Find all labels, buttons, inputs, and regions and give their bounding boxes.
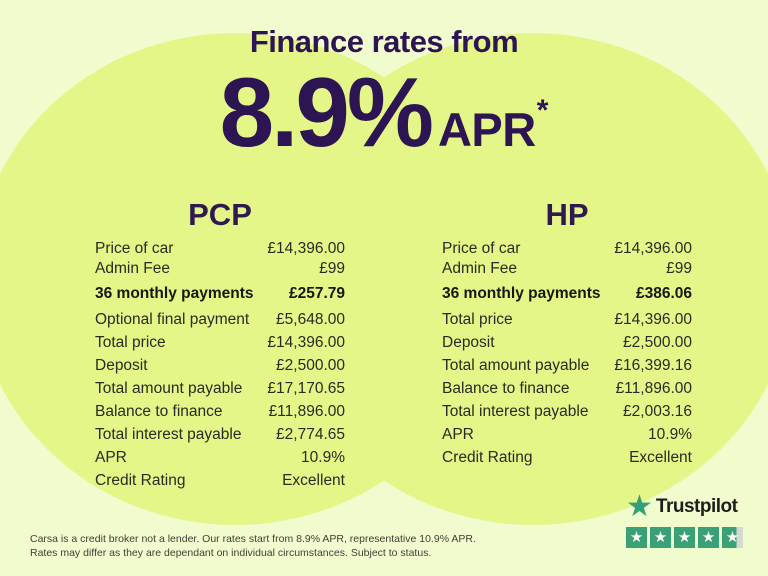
table-row: Total interest payable £2,003.16 <box>442 403 692 426</box>
table-row: Credit Rating Excellent <box>442 449 692 472</box>
table-row: Admin Fee £99 <box>95 260 345 280</box>
row-value: £257.79 <box>288 284 345 302</box>
row-label: Credit Rating <box>95 471 186 489</box>
row-label: Total amount payable <box>442 356 590 374</box>
row-label: Price of car <box>442 239 521 257</box>
row-value: 10.9% <box>648 425 692 443</box>
table-row: Price of car £14,396.00 <box>95 240 345 260</box>
row-label: 36 monthly payments <box>442 284 601 302</box>
table-row: Total price £14,396.00 <box>95 334 345 357</box>
row-value: £14,396.00 <box>267 333 345 351</box>
table-row: Total amount payable £16,399.16 <box>442 357 692 380</box>
row-label: Deposit <box>95 356 148 374</box>
trustpilot-logo: ★ Trustpilot <box>626 490 746 523</box>
table-row: Deposit £2,500.00 <box>95 357 345 380</box>
row-label: Total interest payable <box>442 402 589 420</box>
background-blob-right <box>273 33 768 525</box>
row-label: Total amount payable <box>95 379 243 397</box>
pcp-finance-table: PCP Price of car £14,396.00 Admin Fee £9… <box>95 197 345 495</box>
row-label: Optional final payment <box>95 310 250 328</box>
row-label: Admin Fee <box>95 259 170 277</box>
row-label: Price of car <box>95 239 174 257</box>
headline-rate: 8.9% APR * <box>0 56 768 169</box>
rate-value: 8.9% <box>219 57 434 167</box>
row-label: APR <box>95 448 127 466</box>
row-value: £5,648.00 <box>276 310 345 328</box>
trustpilot-rating-stars: ★ ★ ★ ★ ★ <box>626 527 746 548</box>
row-label: Balance to finance <box>95 402 223 420</box>
table-title: HP <box>545 197 589 232</box>
table-row: Admin Fee £99 <box>442 260 692 280</box>
star-icon: ★ <box>674 527 695 548</box>
table-row: 36 monthly payments £257.79 <box>95 285 345 309</box>
row-label: APR <box>442 425 474 443</box>
table-row: Optional final payment £5,648.00 <box>95 311 345 334</box>
row-value: £386.06 <box>635 284 692 302</box>
row-label: Credit Rating <box>442 448 533 466</box>
table-row: Deposit £2,500.00 <box>442 334 692 357</box>
table-row: 36 monthly payments £386.06 <box>442 285 692 309</box>
row-value: £11,896.00 <box>268 402 345 420</box>
hp-finance-table: HP Price of car £14,396.00 Admin Fee £99… <box>442 197 692 472</box>
row-value: £2,500.00 <box>623 333 692 351</box>
row-label: Total price <box>95 333 166 351</box>
disclaimer-line-1: Carsa is a credit broker not a lender. O… <box>30 533 476 545</box>
trustpilot-brand-text: Trustpilot <box>655 496 738 517</box>
row-label: Admin Fee <box>442 259 517 277</box>
table-row: Price of car £14,396.00 <box>442 240 692 260</box>
table-title: PCP <box>188 197 252 232</box>
star-icon: ★ <box>626 527 647 548</box>
row-value: £14,396.00 <box>614 310 692 328</box>
row-label: Deposit <box>442 333 495 351</box>
table-row: Balance to finance £11,896.00 <box>95 403 345 426</box>
row-label: Total price <box>442 310 513 328</box>
trustpilot-star-icon: ★ <box>626 490 653 523</box>
row-value: £2,774.65 <box>276 425 345 443</box>
row-value: £2,500.00 <box>276 356 345 374</box>
row-value: £2,003.16 <box>623 402 692 420</box>
row-value: £99 <box>319 259 345 277</box>
table-row: APR 10.9% <box>95 449 345 472</box>
page-title: Finance rates from <box>249 24 519 59</box>
row-value: £14,396.00 <box>614 239 692 257</box>
row-label: Balance to finance <box>442 379 570 397</box>
row-value: £16,399.16 <box>614 356 692 374</box>
table-row: Total price £14,396.00 <box>442 311 692 334</box>
row-value: Excellent <box>282 471 345 489</box>
star-icon: ★ <box>650 527 671 548</box>
row-value: £11,896.00 <box>615 379 692 397</box>
table-row: Credit Rating Excellent <box>95 472 345 495</box>
rate-asterisk: * <box>536 94 549 127</box>
row-value: £99 <box>666 259 692 277</box>
star-icon-partial: ★ <box>722 527 743 548</box>
table-row: Total amount payable £17,170.65 <box>95 380 345 403</box>
row-label: Total interest payable <box>95 425 242 443</box>
row-label: 36 monthly payments <box>95 284 254 302</box>
row-value: 10.9% <box>301 448 345 466</box>
row-value: £17,170.65 <box>267 379 345 397</box>
table-row: Total interest payable £2,774.65 <box>95 426 345 449</box>
row-value: £14,396.00 <box>267 239 345 257</box>
legal-disclaimer: Carsa is a credit broker not a lender. O… <box>30 532 476 560</box>
star-icon: ★ <box>698 527 719 548</box>
rate-apr-label: APR <box>437 103 536 156</box>
row-value: Excellent <box>629 448 692 466</box>
table-row: Balance to finance £11,896.00 <box>442 380 692 403</box>
disclaimer-line-2: Rates may differ as they are dependant o… <box>30 547 432 559</box>
table-row: APR 10.9% <box>442 426 692 449</box>
trustpilot-widget[interactable]: ★ Trustpilot ★ ★ ★ ★ ★ <box>626 490 746 548</box>
